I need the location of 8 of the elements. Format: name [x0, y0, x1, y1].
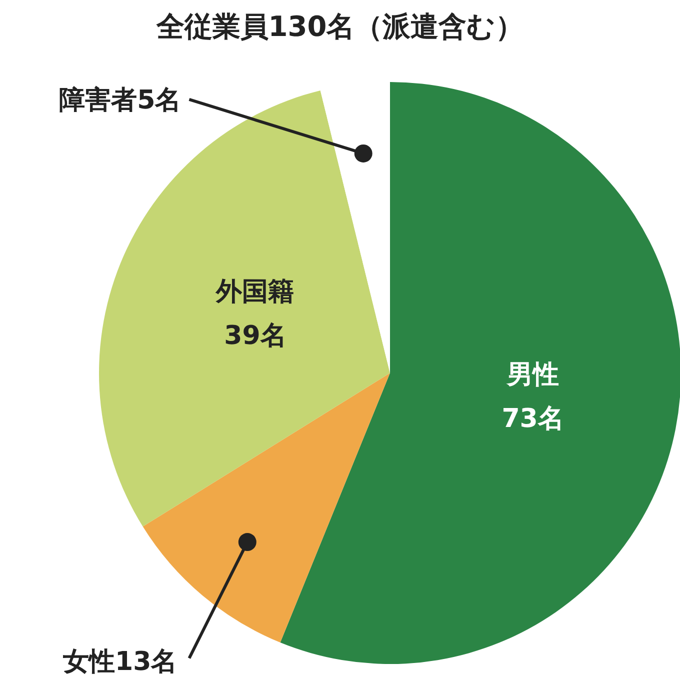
pie-slice	[142, 373, 390, 643]
chart-title: 全従業員130名（派遣含む）	[155, 10, 524, 43]
slice-label: 外国籍	[215, 277, 294, 308]
slice-label: 障害者5名	[59, 85, 182, 116]
slice-label: 男性	[506, 360, 559, 390]
data-label: 39名	[224, 321, 286, 352]
data-label: 73名	[502, 404, 564, 434]
slice-label: 女性13名	[62, 647, 178, 678]
